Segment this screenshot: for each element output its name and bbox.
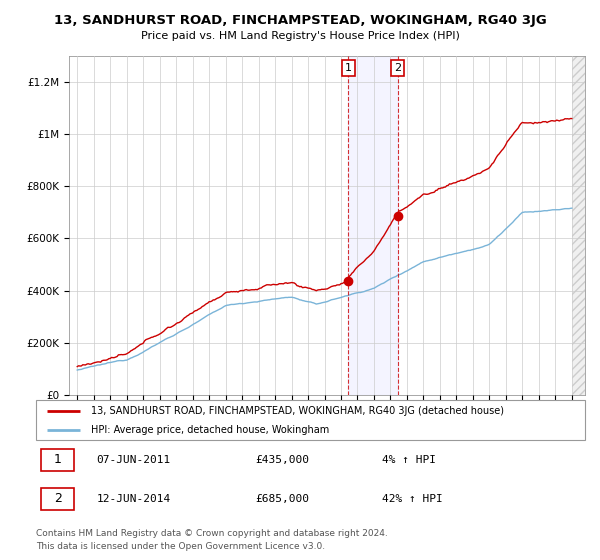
Polygon shape — [572, 56, 585, 395]
Text: HPI: Average price, detached house, Wokingham: HPI: Average price, detached house, Woki… — [91, 425, 329, 435]
Text: 2: 2 — [394, 63, 401, 73]
Text: 1: 1 — [345, 63, 352, 73]
Text: Price paid vs. HM Land Registry's House Price Index (HPI): Price paid vs. HM Land Registry's House … — [140, 31, 460, 41]
Text: 13, SANDHURST ROAD, FINCHAMPSTEAD, WOKINGHAM, RG40 3JG (detached house): 13, SANDHURST ROAD, FINCHAMPSTEAD, WOKIN… — [91, 407, 504, 417]
FancyBboxPatch shape — [41, 488, 74, 510]
Text: £685,000: £685,000 — [256, 494, 310, 504]
Text: Contains HM Land Registry data © Crown copyright and database right 2024.
This d: Contains HM Land Registry data © Crown c… — [36, 529, 388, 550]
Bar — [348, 56, 398, 395]
Text: 1: 1 — [54, 453, 62, 466]
Text: 2: 2 — [54, 492, 62, 505]
Text: 42% ↑ HPI: 42% ↑ HPI — [382, 494, 443, 504]
Text: 4% ↑ HPI: 4% ↑ HPI — [382, 455, 436, 465]
FancyBboxPatch shape — [41, 449, 74, 470]
Text: 12-JUN-2014: 12-JUN-2014 — [97, 494, 170, 504]
Text: £435,000: £435,000 — [256, 455, 310, 465]
Text: 07-JUN-2011: 07-JUN-2011 — [97, 455, 170, 465]
Text: 13, SANDHURST ROAD, FINCHAMPSTEAD, WOKINGHAM, RG40 3JG: 13, SANDHURST ROAD, FINCHAMPSTEAD, WOKIN… — [53, 14, 547, 27]
FancyBboxPatch shape — [36, 400, 585, 440]
